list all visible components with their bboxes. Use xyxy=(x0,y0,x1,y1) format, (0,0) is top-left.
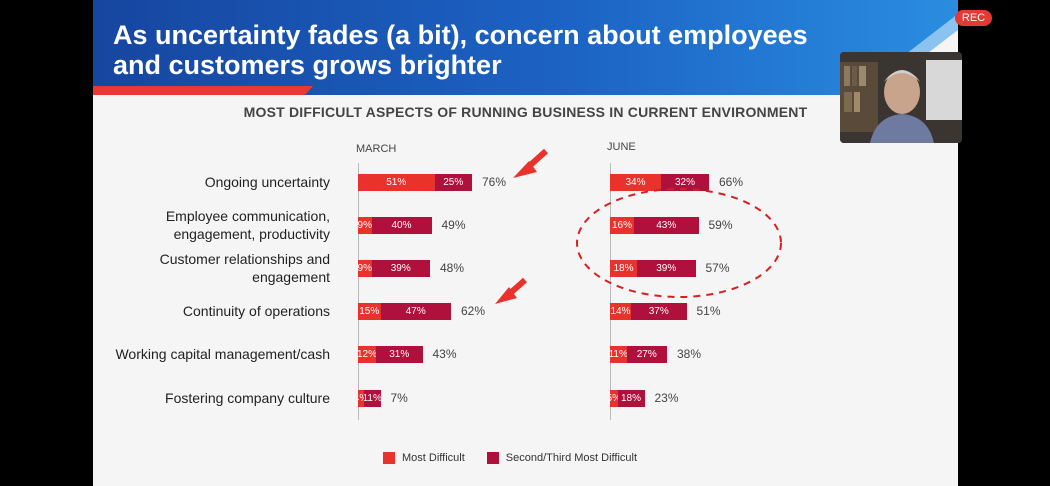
category-label: Fostering company culture xyxy=(93,389,330,407)
legend-label-second: Second/Third Most Difficult xyxy=(505,452,638,464)
march-total-label: 76% xyxy=(482,175,507,189)
march-bar-most-difficult: 9% xyxy=(358,217,372,234)
slide-title-line-1: As uncertainty fades (a bit), concern ab… xyxy=(113,20,808,50)
june-total-label: 23% xyxy=(654,391,679,405)
march-bar-second-third: 25% xyxy=(434,174,472,191)
june-axis-line xyxy=(610,163,611,420)
june-bar: 16% 43% xyxy=(610,217,699,234)
march-bar-most-difficult: 4% xyxy=(358,390,364,407)
slide-title: As uncertainty fades (a bit), concern ab… xyxy=(113,20,873,80)
june-bar: 5%18% xyxy=(610,390,645,407)
march-bar: 9% 40% xyxy=(358,217,432,234)
webcam-feed-image xyxy=(840,52,962,143)
june-bar-second-third: 32% xyxy=(661,174,709,191)
legend-swatch-most xyxy=(383,452,395,464)
june-bar-second-third: 18% xyxy=(617,390,645,407)
march-total-label: 7% xyxy=(390,391,408,405)
column-label-march: MARCH xyxy=(356,143,397,155)
category-label: Working capital management/cash xyxy=(93,345,330,363)
march-bar: 4%11% xyxy=(358,390,381,407)
june-bar-most-difficult: 11% xyxy=(610,346,627,363)
june-total-label: 66% xyxy=(719,175,744,189)
category-label: Ongoing uncertainty xyxy=(93,173,330,191)
june-total-label: 51% xyxy=(696,304,721,318)
june-bar: 34% 32% xyxy=(610,174,709,191)
presentation-slide: As uncertainty fades (a bit), concern ab… xyxy=(93,0,958,486)
march-bar-second-third: 31% xyxy=(376,346,423,363)
category-label-line: engagement xyxy=(252,269,330,285)
category-label: Employee communication, engagement, produ… xyxy=(93,207,330,243)
june-bar-most-difficult: 14% xyxy=(610,303,631,320)
slide-title-line-2: and customers grows brighter xyxy=(113,50,502,80)
march-total-label: 62% xyxy=(461,304,486,318)
webcam-video xyxy=(840,52,962,143)
june-bar-most-difficult: 16% xyxy=(610,217,634,234)
june-bar: 18% 39% xyxy=(610,260,696,277)
june-bar-most-difficult: 5% xyxy=(610,390,618,407)
legend-item-most-difficult: Most Difficult xyxy=(383,452,465,464)
category-label-line: engagement, productivity xyxy=(173,226,330,242)
chart-legend: Most Difficult Second/Third Most Difficu… xyxy=(383,452,659,464)
june-bar-second-third: 39% xyxy=(637,260,696,277)
legend-swatch-second xyxy=(486,452,499,464)
march-bar: 12% 31% xyxy=(358,346,423,363)
june-bar-most-difficult: 18% xyxy=(610,260,637,277)
column-label-june: JUNE xyxy=(607,141,636,153)
category-label-line: Fostering company culture xyxy=(165,390,330,406)
march-bar-second-third: 39% xyxy=(371,260,430,277)
june-bar-most-difficult: 34% xyxy=(610,174,661,191)
march-bar-most-difficult: 9% xyxy=(358,260,372,277)
recording-badge: REC xyxy=(955,10,992,26)
march-bar-second-third: 40% xyxy=(371,217,432,234)
june-bar-second-third: 27% xyxy=(626,346,667,363)
june-total-label: 59% xyxy=(708,218,733,232)
chart-subtitle: MOST DIFFICULT ASPECTS OF RUNNING BUSINE… xyxy=(243,104,808,120)
legend-label-most: Most Difficult xyxy=(402,452,465,464)
category-label-line: Continuity of operations xyxy=(182,303,330,319)
category-label-line: Customer relationships and xyxy=(159,251,330,267)
category-label: Customer relationships and engagement xyxy=(93,250,330,286)
march-total-label: 43% xyxy=(432,347,457,361)
june-bar: 11% 27% xyxy=(610,346,667,363)
march-total-label: 48% xyxy=(440,261,465,275)
march-bar-most-difficult: 12% xyxy=(358,346,376,363)
category-label-line: Employee communication, xyxy=(165,208,330,224)
category-label-line: Ongoing uncertainty xyxy=(204,174,330,190)
category-label-line: Working capital management/cash xyxy=(115,346,330,362)
june-bar: 14% 37% xyxy=(610,303,687,320)
june-total-label: 57% xyxy=(705,261,730,275)
june-bar-second-third: 43% xyxy=(634,217,699,234)
june-total-label: 38% xyxy=(677,347,702,361)
march-bar-second-third: 47% xyxy=(380,303,451,320)
march-bar: 15% 47% xyxy=(358,303,451,320)
march-total-label: 49% xyxy=(441,218,466,232)
legend-item-second-third: Second/Third Most Difficult xyxy=(486,452,638,464)
march-bar: 9% 39% xyxy=(358,260,430,277)
march-bar-second-third: 11% xyxy=(364,390,381,407)
june-bar-second-third: 37% xyxy=(631,303,687,320)
march-axis-line xyxy=(358,163,359,420)
march-bar-most-difficult: 51% xyxy=(358,174,435,191)
march-bar: 51% 25% xyxy=(358,174,472,191)
category-label: Continuity of operations xyxy=(93,302,330,320)
march-bar-most-difficult: 15% xyxy=(358,303,381,320)
